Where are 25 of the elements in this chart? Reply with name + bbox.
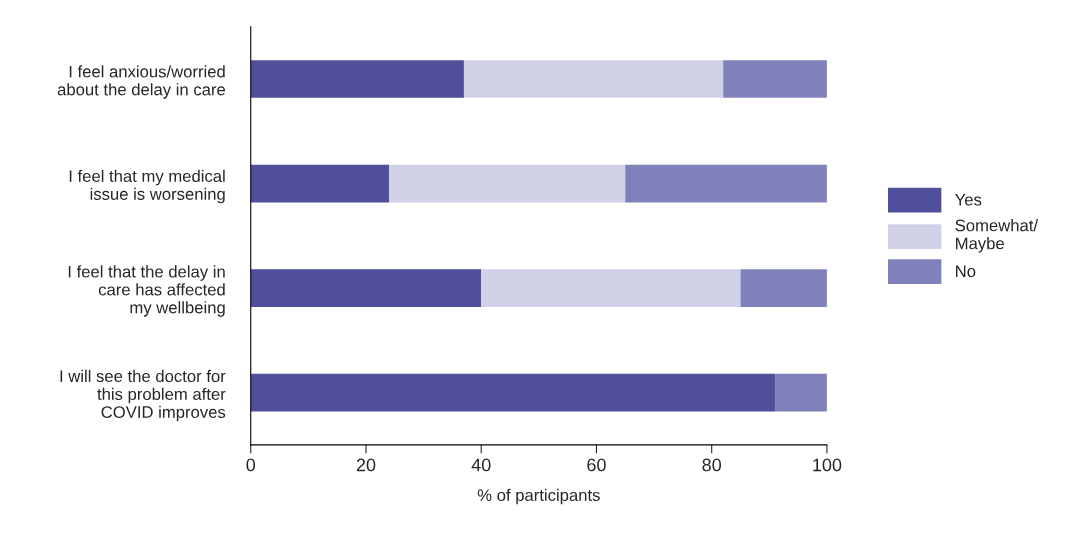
legend-label: Yes	[955, 193, 982, 206]
bar	[250, 373, 776, 412]
bar	[389, 164, 626, 203]
bar	[723, 60, 827, 98]
x-tick-label: 80	[702, 458, 722, 472]
y-tick-label: I feel that my medical issue is worsening	[69, 169, 225, 204]
y-tick-label: I feel anxious/worried about the delay in care	[57, 65, 226, 99]
bar	[250, 269, 482, 307]
bar	[463, 60, 724, 98]
bar	[775, 373, 827, 412]
x-tick-label: 20	[356, 458, 376, 472]
x-tick-label: 0	[246, 458, 256, 472]
x-tick-label: 40	[471, 458, 491, 472]
y-tick-label: I will see the doctor for this problem after COVID improves	[60, 369, 226, 422]
bar	[740, 269, 827, 307]
y-tick-label: I feel that the delay in care has affected my wellbeing	[68, 265, 225, 317]
bar	[625, 164, 827, 203]
bar	[481, 269, 741, 307]
legend-label: No	[956, 265, 976, 278]
x-tick-label: 60	[587, 458, 606, 472]
bar	[250, 60, 464, 98]
legend-label: Somewhat/ Maybe	[955, 219, 1039, 253]
bar	[250, 164, 390, 203]
x-axis-title: % of participants	[477, 488, 600, 505]
x-tick-label: 100	[813, 458, 842, 472]
